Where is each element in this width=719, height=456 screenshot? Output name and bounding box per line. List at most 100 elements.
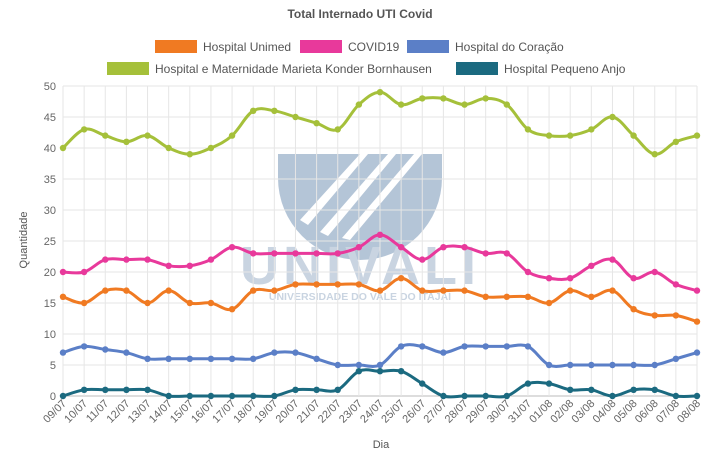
data-point xyxy=(80,268,88,276)
data-point xyxy=(102,287,109,294)
y-tick-label: 20 xyxy=(44,267,56,279)
data-point xyxy=(59,144,67,152)
chart-title: Total Internado UTI Covid xyxy=(287,7,432,21)
data-point xyxy=(545,361,553,369)
legend-swatch xyxy=(407,40,449,53)
x-tick-label: 28/07 xyxy=(443,398,471,426)
y-tick-label: 35 xyxy=(44,174,56,186)
data-point xyxy=(355,368,363,375)
x-tick-label: 25/07 xyxy=(379,398,407,426)
data-point xyxy=(567,275,574,282)
data-point xyxy=(440,287,447,294)
data-point xyxy=(693,287,701,294)
data-point xyxy=(102,132,109,139)
data-point xyxy=(313,386,320,393)
y-tick-label: 50 xyxy=(44,81,56,93)
data-point xyxy=(250,107,257,115)
data-point xyxy=(292,281,299,288)
data-point xyxy=(355,361,363,369)
x-tick-label: 30/07 xyxy=(485,398,513,426)
data-point xyxy=(271,287,278,294)
data-point xyxy=(355,281,363,288)
data-point xyxy=(672,355,680,362)
x-tick-label: 22/07 xyxy=(316,398,344,426)
grid xyxy=(62,85,698,397)
data-point xyxy=(313,250,320,257)
data-point xyxy=(144,355,151,362)
data-point xyxy=(524,126,532,133)
legend: Hospital Unimed COVID19 Hospital do Coraçã… xyxy=(107,40,626,76)
x-tick-label: 03/08 xyxy=(570,398,598,426)
data-point xyxy=(524,343,532,350)
y-tick-label: 30 xyxy=(44,205,56,217)
data-point xyxy=(672,138,680,145)
data-point xyxy=(123,349,130,356)
data-point xyxy=(250,355,257,362)
data-point xyxy=(609,361,616,369)
data-point xyxy=(503,343,510,350)
data-point xyxy=(651,312,658,319)
legend-item: Hospital Pequeno Anjo xyxy=(456,62,626,76)
data-point xyxy=(419,95,426,102)
data-point xyxy=(419,380,426,387)
x-tick-label: 29/07 xyxy=(464,398,492,426)
y-tick-label: 10 xyxy=(44,329,56,341)
data-point xyxy=(250,287,257,294)
data-point xyxy=(313,120,320,127)
x-tick-label: 08/08 xyxy=(675,398,703,426)
series-3 xyxy=(59,89,701,158)
watermark-crest-stripes xyxy=(300,154,422,240)
data-point xyxy=(588,386,595,393)
data-point xyxy=(165,355,172,362)
data-point xyxy=(123,138,130,145)
legend-item: Hospital do Coração xyxy=(407,40,564,54)
data-point xyxy=(461,287,468,294)
series-layer xyxy=(59,89,701,400)
data-point xyxy=(376,231,384,238)
data-point xyxy=(524,380,532,387)
data-point xyxy=(524,293,532,300)
data-point xyxy=(355,101,363,108)
data-point xyxy=(228,132,236,139)
data-point xyxy=(545,299,553,307)
data-point xyxy=(503,392,510,400)
x-tick-label: 01/08 xyxy=(527,398,555,426)
data-point xyxy=(693,392,701,400)
y-axis-label: Quantidade xyxy=(18,212,30,269)
data-point xyxy=(545,380,553,387)
y-axis: 0 5 10 15 20 25 30 35 40 45 50 xyxy=(44,81,56,403)
data-point xyxy=(207,144,215,152)
data-point xyxy=(588,361,595,369)
data-point xyxy=(397,101,405,108)
data-point xyxy=(292,250,299,257)
x-tick-label: 04/08 xyxy=(591,398,619,426)
data-point xyxy=(207,392,215,400)
data-point xyxy=(123,287,130,294)
data-point xyxy=(207,355,215,362)
data-point xyxy=(292,349,299,356)
data-point xyxy=(397,368,405,375)
data-point xyxy=(313,355,320,362)
data-point xyxy=(186,151,193,158)
data-point xyxy=(313,281,320,288)
data-point xyxy=(440,349,447,356)
data-point xyxy=(419,287,426,294)
data-point xyxy=(609,113,616,121)
data-point xyxy=(630,132,637,139)
data-point xyxy=(482,250,489,257)
data-point xyxy=(545,275,553,282)
x-tick-label: 09/07 xyxy=(41,398,69,426)
data-point xyxy=(271,349,278,356)
data-point xyxy=(609,287,616,294)
data-point xyxy=(334,361,341,369)
data-point xyxy=(59,349,67,356)
x-tick-label: 20/07 xyxy=(274,398,302,426)
data-point xyxy=(271,107,278,115)
y-tick-label: 40 xyxy=(44,143,56,155)
data-point xyxy=(567,287,574,294)
legend-swatch xyxy=(155,40,197,53)
data-point xyxy=(271,392,278,400)
data-point xyxy=(461,101,468,108)
data-point xyxy=(630,306,637,313)
data-point xyxy=(102,386,109,393)
